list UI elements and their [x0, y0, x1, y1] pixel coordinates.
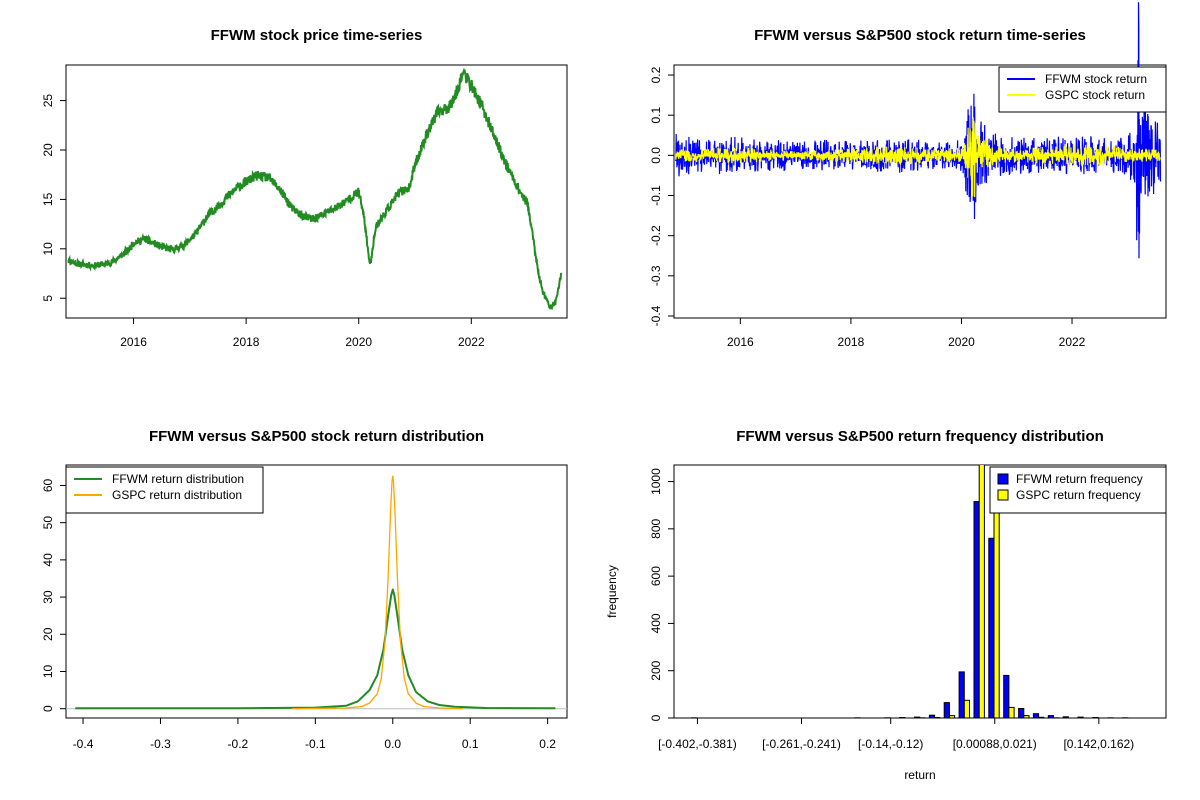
bar-ffwm-23: [1032, 713, 1040, 718]
chart-title-2: FFWM versus S&P500 stock return time-ser…: [754, 27, 1086, 44]
legend-swatch-4-1: [997, 489, 1009, 501]
y-tick-label-1-4: 25: [41, 94, 55, 108]
y-tick-label-4-3: 600: [649, 566, 663, 586]
x-tick-label-3-0: -0.4: [73, 737, 94, 751]
y-tick-label-2-2: -0.2: [649, 225, 663, 246]
y-tick-label-3-3: 30: [41, 590, 55, 604]
bar-gspc-15: [919, 717, 926, 718]
series-line-gspc-return: [675, 117, 1161, 198]
legend-label-3-1: GSPC return distribution: [112, 488, 242, 502]
bar-ffwm-11: [854, 717, 861, 718]
legend-label-4-0: FFWM return frequency: [1016, 472, 1143, 486]
y-tick-label-2-6: 0.2: [649, 66, 663, 83]
bar-ffwm-24: [1047, 715, 1055, 718]
bars-group: [691, 465, 1134, 718]
y-tick-label-1-3: 20: [41, 143, 55, 157]
bar-gspc-24: [1053, 717, 1060, 718]
y-tick-label-2-1: -0.3: [649, 265, 663, 286]
y-tick-label-2-3: -0.1: [649, 185, 663, 206]
x-tick-label-1-0: 2016: [120, 335, 147, 349]
chart-title-1: FFWM stock price time-series: [211, 27, 423, 44]
y-tick-label-2-5: 0.1: [649, 107, 663, 124]
x-tick-label-3-5: 0.1: [462, 737, 479, 751]
x-tick-label-3-3: -0.1: [305, 737, 326, 751]
x-tick-label-2-2: 2020: [948, 335, 975, 349]
y-tick-label-3-6: 60: [41, 478, 55, 492]
bar-gspc-22: [1023, 715, 1030, 718]
x-tick-label-3-6: 0.2: [539, 737, 556, 751]
bar-ffwm-28: [1107, 717, 1114, 718]
x-tick-label-2-1: 2018: [838, 335, 865, 349]
x-tick-label-4-1: [-0.261,-0.241): [762, 737, 841, 751]
y-tick-label-4-2: 400: [649, 613, 663, 633]
bar-ffwm-21: [1003, 674, 1010, 718]
bar-ffwm-26: [1077, 716, 1084, 718]
x-tick-label-1-2: 2020: [345, 335, 372, 349]
y-tick-label-4-4: 800: [649, 519, 663, 539]
chart-title-4: FFWM versus S&P500 return frequency dist…: [736, 428, 1104, 445]
bar-ffwm-0: [691, 717, 698, 718]
bar-ffwm-18: [958, 671, 965, 718]
x-tick-label-1-3: 2022: [458, 335, 485, 349]
y-tick-label-3-0: 0: [41, 705, 55, 712]
y-tick-label-2-0: -0.4: [649, 305, 663, 326]
series-line-price: [67, 67, 563, 311]
x-tick-label-2-0: 2016: [727, 335, 754, 349]
y-tick-label-1-2: 15: [41, 192, 55, 206]
bar-gspc-16: [934, 717, 941, 718]
bar-gspc-20: [993, 495, 1000, 718]
x-tick-label-3-2: -0.2: [228, 737, 249, 751]
legend-box-2: [998, 66, 1167, 113]
y-tick-label-1-1: 10: [41, 242, 55, 256]
y-tick-label-3-2: 20: [41, 627, 55, 641]
legend-3: FFWM return distribution GSPC return dist…: [65, 466, 264, 514]
bar-gspc-17: [948, 715, 956, 718]
bar-ffwm-19: [973, 501, 980, 718]
chart-title-3: FFWM versus S&P500 stock return distribu…: [149, 428, 484, 445]
y-tick-label-3-4: 40: [41, 553, 55, 567]
bar-gspc-18: [963, 699, 970, 718]
x-tick-label-3-4: 0.0: [384, 737, 401, 751]
y-tick-label-2-4: 0.0: [649, 147, 663, 164]
bar-ffwm-16: [928, 714, 936, 718]
legend-label-4-1: GSPC return frequency: [1016, 488, 1141, 502]
x-tick-label-1-1: 2018: [233, 335, 260, 349]
bar-ffwm-25: [1062, 716, 1069, 718]
legend-4: FFWM return frequency GSPC return frequen…: [989, 466, 1167, 514]
bar-gspc-19: [978, 465, 985, 718]
y-tick-label-3-1: 10: [41, 664, 55, 678]
series-line-gspc-density: [292, 475, 463, 710]
x-axis-label-4: return: [904, 768, 935, 782]
legend-2: FFWM stock return GSPC stock return: [998, 66, 1167, 113]
y-axis-label-4: frequency: [605, 565, 619, 618]
y-tick-label-4-0: 0: [649, 714, 663, 721]
y-tick-label-1-0: 5: [41, 295, 55, 302]
x-tick-label-4-3: [0.00088,0.021): [953, 737, 1037, 751]
bar-ffwm-29: [1122, 717, 1129, 718]
bar-ffwm-17: [943, 702, 950, 718]
legend-label-2-0: FFWM stock return: [1045, 72, 1147, 86]
legend-label-2-1: GSPC stock return: [1045, 88, 1145, 102]
bar-gspc-23: [1038, 716, 1045, 718]
legend-swatch-4-0: [997, 473, 1009, 485]
x-tick-label-4-0: [-0.402,-0.381): [658, 737, 737, 751]
legend-box-4: [989, 466, 1167, 514]
x-tick-label-4-4: [0.142,0.162): [1063, 737, 1134, 751]
legend-box-3: [65, 466, 264, 514]
x-tick-label-2-3: 2022: [1059, 335, 1086, 349]
x-tick-label-3-1: -0.3: [150, 737, 171, 751]
y-tick-label-4-5: 1000: [649, 468, 663, 495]
series-line-ffwm-density: [75, 588, 556, 710]
y-tick-label-4-1: 200: [649, 660, 663, 680]
x-tick-label-4-2: [-0.14,-0.12): [858, 737, 923, 751]
bar-ffwm-20: [988, 537, 995, 718]
plot-frame-1: [65, 64, 568, 319]
bar-ffwm-15: [914, 716, 921, 718]
bar-gspc-21: [1008, 706, 1015, 718]
y-tick-label-3-5: 50: [41, 516, 55, 530]
bar-ffwm-13: [884, 717, 891, 718]
legend-label-3-0: FFWM return distribution: [112, 472, 244, 486]
bar-ffwm-22: [1018, 708, 1025, 718]
